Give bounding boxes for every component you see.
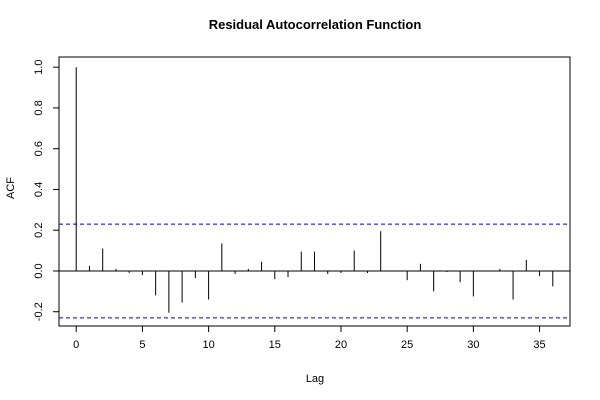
y-tick-label: 0.8: [33, 100, 45, 115]
x-axis: 0 5 10 15 20 25 30 35: [73, 325, 546, 351]
y-tick-label: 0.0: [33, 263, 45, 278]
x-tick-label: 0: [73, 339, 79, 351]
x-tick-label: 15: [269, 339, 281, 351]
x-axis-label: Lag: [306, 373, 324, 385]
x-tick-label: 20: [335, 339, 347, 351]
y-tick-label: 1.0: [33, 60, 45, 75]
chart-title: Residual Autocorrelation Function: [209, 17, 422, 32]
confidence-bounds: [59, 223, 570, 319]
plot-frame: [58, 56, 571, 327]
y-axis: -0.2 0.0 0.2 0.4 0.6 0.8 1.0: [33, 60, 60, 321]
y-tick-label: 0.2: [33, 223, 45, 238]
x-tick-label: 35: [533, 339, 545, 351]
x-tick-label: 30: [467, 339, 479, 351]
y-tick-label: -0.2: [33, 302, 45, 321]
y-axis-label: ACF: [5, 177, 17, 199]
y-tick-label: 0.4: [33, 182, 45, 197]
x-tick-label: 10: [202, 339, 214, 351]
y-tick-label: 0.6: [33, 141, 45, 156]
acf-bars: [75, 67, 554, 313]
x-tick-label: 5: [139, 339, 145, 351]
x-tick-label: 25: [401, 339, 413, 351]
